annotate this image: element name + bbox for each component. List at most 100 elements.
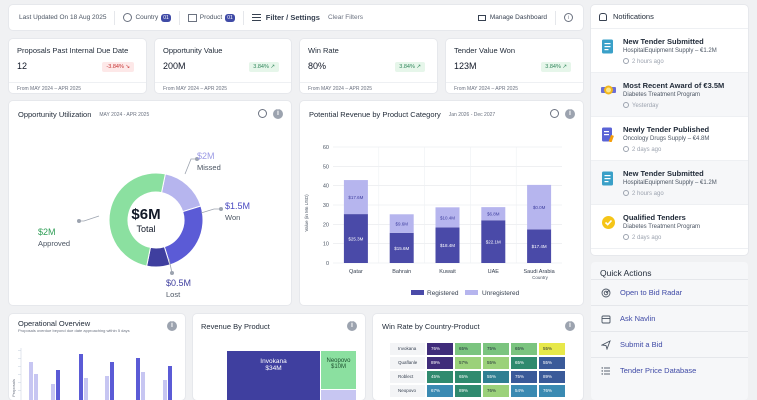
last-updated-text: Last Updated On 18 Aug 2025 xyxy=(19,14,107,21)
country-filter[interactable]: Country 01 xyxy=(123,13,171,22)
heatmap-cell[interactable]: 76% xyxy=(539,385,565,397)
donut-segment-approved[interactable] xyxy=(108,172,166,267)
y-tick xyxy=(18,366,21,367)
heatmap-cell[interactable]: 89% xyxy=(455,385,481,397)
kpi-label: Win Rate xyxy=(308,46,339,55)
clock-icon xyxy=(623,190,629,196)
leader-dot xyxy=(170,271,174,275)
manage-dashboard-button[interactable]: Manage Dashboard xyxy=(477,14,547,21)
heatmap-row-label: Roblect xyxy=(390,371,425,383)
quick-action-submit-a-bid[interactable]: Submit a Bid xyxy=(591,331,748,357)
info-icon[interactable]: i xyxy=(273,109,283,119)
y-tick-label: 50 xyxy=(323,164,329,170)
info-icon[interactable]: i xyxy=(564,13,573,22)
bar-data-label: $18.4M xyxy=(440,243,455,248)
clock-icon xyxy=(623,102,629,108)
heatmap-cell[interactable]: 75% xyxy=(511,371,537,383)
notification-time-text: 2 days ago xyxy=(632,235,662,241)
box-icon xyxy=(187,13,197,22)
quick-action-open-to-bid-radar[interactable]: Open to Bid Radar xyxy=(591,279,748,305)
y-tick xyxy=(18,350,21,351)
globe-icon xyxy=(123,13,133,22)
y-tick-label: 30 xyxy=(323,203,329,209)
treemap-tile-invokana[interactable]: Invokana $34M xyxy=(227,351,320,400)
notification-time-text: 2 days ago xyxy=(632,147,662,153)
notification-item[interactable]: Most Recent Award of €3.5M Diabetes Treat… xyxy=(591,73,748,117)
treemap-tile-other[interactable] xyxy=(321,390,356,400)
x-axis-label: Country xyxy=(532,275,549,280)
potential-revenue-panel: Potential Revenue by Product Category Ja… xyxy=(300,101,583,305)
bar-data-label: $22.1M xyxy=(486,240,501,245)
leader-dot xyxy=(77,219,81,223)
quick-action-label: Open to Bid Radar xyxy=(620,288,683,297)
divider xyxy=(178,10,180,25)
notification-time-text: 2 hours ago xyxy=(632,59,664,65)
zoom-icon[interactable] xyxy=(258,109,267,118)
bar-registered-saudi-arabia[interactable] xyxy=(527,229,552,263)
info-icon[interactable]: i xyxy=(347,321,357,331)
heatmap-cell[interactable]: 76% xyxy=(427,343,453,355)
filter-settings-button[interactable]: Filter / Settings xyxy=(265,13,320,22)
heatmap-cell[interactable]: 45% xyxy=(427,371,453,383)
heatmap-cell[interactable]: 65% xyxy=(455,343,481,355)
quick-action-ask-navlin[interactable]: Ask Navlin xyxy=(591,305,748,331)
bar-unregistered-qatar[interactable] xyxy=(343,180,368,215)
bar-unregistered-bahrain[interactable] xyxy=(389,214,414,233)
notification-item[interactable]: Qualified Tenders Diabetes Treatment Prog… xyxy=(591,205,748,249)
bar-registered-qatar[interactable] xyxy=(343,214,368,263)
overview-bar xyxy=(136,358,140,400)
clear-filters-button[interactable]: Clear Filters xyxy=(327,14,363,21)
x-tick-label: UAE xyxy=(488,269,500,275)
y-tick xyxy=(18,390,21,391)
heatmap-cell[interactable]: 76% xyxy=(483,385,509,397)
heatmap-cell[interactable]: 75% xyxy=(483,343,509,355)
heatmap-cell[interactable]: 55% xyxy=(539,357,565,369)
treemap-tile-neopovo[interactable]: Neopovo $10M xyxy=(321,351,356,389)
heatmap-cell[interactable]: 54% xyxy=(511,385,537,397)
notification-detail: Diabetes Treatment Program xyxy=(623,224,701,230)
leader-line-approved xyxy=(79,215,100,222)
revenue-by-product-panel: Revenue By Product i Invokana $34M Neopo… xyxy=(193,314,365,400)
bar-data-label: $9.6M xyxy=(395,222,408,227)
kpi-change-badge: 3.84% ↗ xyxy=(395,62,425,72)
heatmap-cell[interactable]: 89% xyxy=(427,357,453,369)
operational-overview-panel: Operational Overview Proposals overdue b… xyxy=(9,314,185,400)
notification-time: 2 days ago xyxy=(623,146,661,153)
heatmap-cell[interactable]: 55% xyxy=(539,343,565,355)
heatmap-cell[interactable]: 55% xyxy=(483,371,509,383)
country-count-badge: 01 xyxy=(161,13,171,22)
notification-item[interactable]: New Tender Submitted HospitalEquipment Su… xyxy=(591,29,748,73)
bar-unregistered-saudi-arabia[interactable] xyxy=(527,184,552,230)
bar-unregistered-kuwait[interactable] xyxy=(435,207,460,228)
bar-registered-uae[interactable] xyxy=(481,220,506,263)
heatmap-cell[interactable]: 55% xyxy=(483,357,509,369)
kpi-period: From MAY 2024 – APR 2025 xyxy=(446,82,583,93)
heatmap-cell[interactable]: 65% xyxy=(511,343,537,355)
heatmap-cell[interactable]: 57% xyxy=(455,357,481,369)
overview-bar xyxy=(56,370,60,400)
heatmap-cell[interactable]: 67% xyxy=(427,385,453,397)
heatmap-cell[interactable]: 65% xyxy=(455,371,481,383)
overview-bar xyxy=(141,372,145,400)
notification-item[interactable]: New Tender Submitted HospitalEquipment Su… xyxy=(591,161,748,205)
notification-item[interactable]: Newly Tender Published Oncology Drugs Sup… xyxy=(591,117,748,161)
bar-unregistered-uae[interactable] xyxy=(481,207,506,221)
info-icon[interactable]: i xyxy=(565,321,575,331)
panel-title: Win Rate by Country-Product xyxy=(382,322,480,331)
notification-detail: HospitalEquipment Supply – €1.2M xyxy=(623,48,717,54)
info-icon[interactable]: i xyxy=(167,321,177,331)
donut-center-value: $6M xyxy=(131,206,160,223)
panel-title: Revenue By Product xyxy=(201,322,270,331)
product-filter[interactable]: Product 01 xyxy=(187,13,235,22)
kpi-card-opportunity-value: Opportunity Value 200M 3.84% ↗ From MAY … xyxy=(155,39,291,93)
info-icon[interactable]: i xyxy=(565,109,575,119)
panel-title: Operational Overview xyxy=(18,319,91,328)
heatmap-cell[interactable]: 65% xyxy=(511,357,537,369)
bar-registered-kuwait[interactable] xyxy=(435,227,460,263)
quick-action-tender-price-database[interactable]: Tender Price Database xyxy=(591,357,748,383)
zoom-icon[interactable] xyxy=(550,109,559,118)
bar-data-label: $17.4M xyxy=(532,244,547,249)
bar-registered-bahrain[interactable] xyxy=(389,232,414,263)
heatmap-cell[interactable]: 89% xyxy=(539,371,565,383)
legend-label-registered: Registered xyxy=(427,290,459,297)
